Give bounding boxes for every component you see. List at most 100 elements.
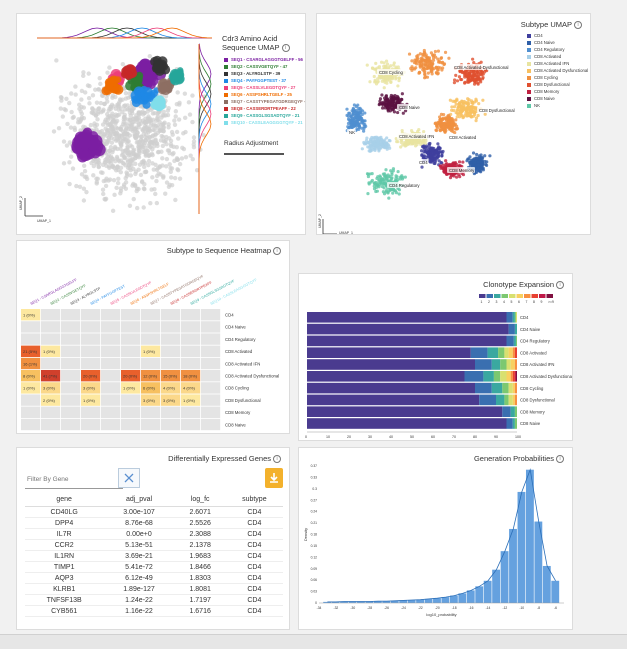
subtype-legend-item[interactable]: CD8 Cycling	[527, 74, 588, 81]
heatmap-cell[interactable]	[201, 345, 221, 357]
heatmap-cell[interactable]	[41, 370, 61, 382]
heatmap-cell[interactable]	[161, 345, 181, 357]
sequence-point[interactable]	[154, 101, 163, 110]
heatmap-cell[interactable]	[41, 418, 61, 431]
heatmap-cell[interactable]	[21, 418, 41, 431]
clonotype-bar-segment[interactable]	[475, 359, 492, 370]
heatmap-cell[interactable]	[61, 333, 81, 345]
heatmap-cell[interactable]	[141, 370, 161, 382]
sequence-point[interactable]	[152, 62, 164, 73]
sequence-cluster[interactable]	[130, 58, 167, 92]
heatmap-cell[interactable]	[161, 309, 181, 321]
subtype-legend-item[interactable]: CD4 Regulatory	[527, 46, 588, 53]
heatmap-cell[interactable]	[201, 406, 221, 418]
heatmap-cell[interactable]	[181, 309, 201, 321]
heatmap-cell[interactable]	[161, 357, 181, 370]
clonotype-bar-segment[interactable]	[514, 382, 517, 394]
histogram-bar[interactable]	[542, 565, 551, 603]
histogram-bar[interactable]	[466, 590, 475, 603]
clonotype-bar-segment[interactable]	[504, 394, 509, 406]
heatmap-cell[interactable]	[141, 406, 161, 418]
heatmap-cell[interactable]	[81, 309, 101, 321]
heatmap-cell[interactable]	[201, 321, 221, 333]
clear-filter-button[interactable]	[118, 468, 140, 488]
heatmap-cell[interactable]	[121, 333, 141, 345]
sequence-cluster[interactable]	[157, 77, 176, 95]
table-row[interactable]: TNFSF13B 1.24e-22 1.7197 CD4	[25, 594, 283, 606]
clonotype-bar-segment[interactable]	[513, 335, 516, 347]
heatmap-cell[interactable]	[81, 418, 101, 431]
clonotype-bar-segment[interactable]	[307, 371, 465, 382]
sequence-legend-item[interactable]: SEQ5 - CASSLVLEGDTQYF - 27	[224, 84, 305, 91]
heatmap-cell[interactable]	[181, 418, 201, 431]
legend-swatch[interactable]	[501, 294, 509, 298]
heatmap-cell[interactable]	[61, 394, 81, 406]
heatmap-cell[interactable]	[61, 357, 81, 370]
heatmap-cell[interactable]	[201, 382, 221, 394]
column-header-gene[interactable]: gene	[25, 493, 104, 507]
heatmap-cell[interactable]	[161, 333, 181, 345]
heatmap-cell[interactable]	[41, 309, 61, 321]
heatmap-cell[interactable]	[101, 333, 121, 345]
heatmap-cell[interactable]	[161, 370, 181, 382]
sequence-legend-item[interactable]: SEQ7 - CASSTYPEGATGDRGEQYF - 23	[224, 98, 305, 105]
heatmap-cell[interactable]	[21, 321, 41, 333]
clonotype-bar-segment[interactable]	[512, 312, 515, 323]
heatmap-cell[interactable]	[141, 321, 161, 333]
histogram-bar[interactable]	[416, 599, 425, 603]
clonotype-bar-segment[interactable]	[512, 347, 515, 358]
histogram-bar[interactable]	[340, 601, 348, 603]
clonotype-bar-segment[interactable]	[506, 359, 511, 370]
table-row[interactable]: TIMP1 5.41e-72 1.8466 CD4	[25, 561, 283, 573]
histogram-bar[interactable]	[407, 600, 416, 603]
heatmap-cell[interactable]	[181, 321, 201, 333]
heatmap-cell[interactable]	[121, 357, 141, 370]
info-icon[interactable]: i	[556, 455, 564, 464]
sequence-point[interactable]	[108, 78, 117, 87]
sequence-point[interactable]	[139, 95, 149, 105]
heatmap-cell[interactable]	[121, 309, 141, 321]
clonotype-bar-segment[interactable]	[504, 347, 509, 358]
clonotype-bar-segment[interactable]	[515, 335, 517, 347]
clonotype-bar-segment[interactable]	[514, 406, 517, 417]
heatmap-cell[interactable]	[181, 370, 201, 382]
sequence-legend-item[interactable]: SEQ10 - CASSLEAGGGGTQYF - 21	[224, 119, 305, 126]
sequence-point[interactable]	[147, 73, 157, 83]
heatmap-cell[interactable]	[41, 394, 61, 406]
histogram-bar[interactable]	[390, 600, 399, 603]
heatmap-cell[interactable]	[21, 406, 41, 418]
clonotype-bar-segment[interactable]	[515, 371, 517, 382]
heatmap-cell[interactable]	[61, 382, 81, 394]
column-header-subtype[interactable]: subtype	[225, 493, 283, 507]
histogram-bar[interactable]	[424, 598, 433, 603]
sequence-point[interactable]	[124, 70, 133, 79]
heatmap-cell[interactable]	[141, 418, 161, 431]
heatmap-cell[interactable]	[81, 394, 101, 406]
info-icon[interactable]: i	[574, 21, 582, 30]
histogram-bar[interactable]	[551, 580, 560, 603]
sequence-point[interactable]	[150, 89, 158, 98]
heatmap-cell[interactable]	[181, 406, 201, 418]
sequence-cluster[interactable]	[120, 64, 138, 80]
clonotype-bar-segment[interactable]	[510, 359, 515, 370]
histogram-bar[interactable]	[458, 593, 467, 603]
heatmap-cell[interactable]	[181, 345, 201, 357]
clonotype-bar-segment[interactable]	[508, 323, 515, 335]
heatmap-cell[interactable]	[21, 382, 41, 394]
clonotype-bar-segment[interactable]	[512, 418, 515, 429]
heatmap-cell[interactable]	[21, 309, 41, 321]
heatmap-cell[interactable]	[121, 370, 141, 382]
sequence-point[interactable]	[172, 70, 183, 81]
sequence-legend-item[interactable]: SEQ2 - CASSVGETQYF - 47	[224, 63, 305, 70]
clonotype-chart[interactable]: 1 2 3 4 5 6 7 8 9 >=9 CD4 CD4 Naive CD4 Regulatory CD…	[299, 274, 573, 441]
heatmap-cell[interactable]	[21, 345, 41, 357]
clonotype-bar-segment[interactable]	[514, 312, 516, 323]
heatmap-cell[interactable]	[121, 321, 141, 333]
clonotype-bar-segment[interactable]	[510, 406, 515, 417]
legend-swatch[interactable]	[546, 294, 554, 298]
subtype-legend-item[interactable]: CD4 Naive	[527, 39, 588, 46]
clonotype-bar-segment[interactable]	[307, 347, 471, 358]
table-row[interactable]: IL7R 0.00e+0 2.3088 CD4	[25, 528, 283, 540]
heatmap-cell[interactable]	[41, 333, 61, 345]
